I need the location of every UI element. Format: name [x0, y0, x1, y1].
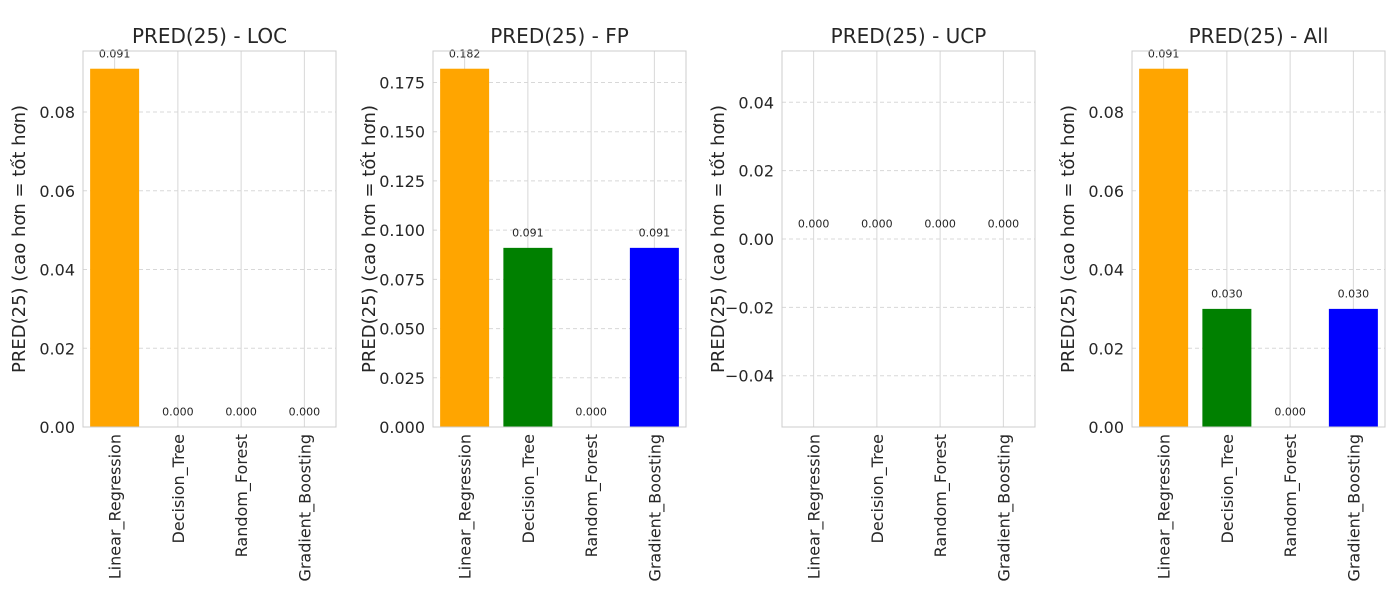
x-tick-label-decision-tree: Decision_Tree: [868, 434, 888, 543]
data-label-decision-tree: 0.000: [861, 218, 893, 231]
y-tick-label: 0.04: [738, 93, 774, 112]
x-tick-label-gradient-boosting: Gradient_Boosting: [994, 434, 1014, 582]
y-tick-label: 0.00: [738, 230, 774, 249]
y-tick-label: 0.02: [1088, 339, 1124, 358]
x-tick-label-gradient-boosting: Gradient_Boosting: [1344, 434, 1364, 582]
bar-linear-regression: [440, 68, 490, 427]
bar-linear-regression: [90, 68, 140, 427]
x-tick-label-linear-regression: Linear_Regression: [805, 434, 825, 579]
y-tick-label: 0.000: [379, 418, 425, 437]
bar-gradient-boosting: [1328, 308, 1378, 427]
y-tick-label: 0.075: [379, 270, 425, 289]
y-tick-label: −0.04: [725, 367, 774, 386]
plot-area: [82, 50, 337, 428]
y-axis-label: PRED(25) (cao hơn = tốt hơn): [1058, 105, 1079, 373]
chart-title: PRED(25) - UCP: [831, 24, 987, 48]
y-tick-label: −0.02: [725, 298, 774, 317]
x-tick-label-linear-regression: Linear_Regression: [456, 434, 476, 579]
y-tick-label: 0.08: [1088, 103, 1124, 122]
x-tick-label-gradient-boosting: Gradient_Boosting: [295, 434, 315, 582]
data-label-linear-regression: 0.182: [449, 47, 481, 60]
data-label-decision-tree: 0.000: [162, 406, 194, 419]
x-tick-label-linear-regression: Linear_Regression: [106, 434, 126, 579]
chart-title: PRED(25) - FP: [490, 24, 629, 48]
y-tick-label: 0.100: [379, 221, 425, 240]
data-label-random-forest: 0.000: [225, 406, 257, 419]
x-tick-label-linear-regression: Linear_Regression: [1155, 434, 1175, 579]
y-tick-label: 0.02: [738, 162, 774, 181]
y-tick-label: 0.050: [379, 320, 425, 339]
data-label-gradient-boosting: 0.091: [639, 227, 671, 240]
bar-gradient-boosting: [629, 247, 679, 427]
subplot-pred-25-fp: 0.182 0.091 0.000 0.091 0.000 0.025 0.050 0.075…: [359, 24, 687, 582]
chart-title: PRED(25) - LOC: [132, 24, 287, 48]
data-label-linear-regression: 0.091: [99, 47, 131, 60]
y-tick-label: 0.125: [379, 172, 425, 191]
y-axis-label: PRED(25) (cao hơn = tốt hơn): [708, 105, 729, 373]
y-tick-label: 0.150: [379, 123, 425, 142]
subplot-pred-25-ucp: 0.000 0.000 0.000 0.000 −0.04 −0.02 0.00 0.02 0.…: [708, 24, 1036, 582]
x-tick-label-decision-tree: Decision_Tree: [1218, 434, 1238, 543]
bar-decision-tree: [503, 247, 553, 427]
data-label-gradient-boosting: 0.030: [1338, 288, 1370, 301]
data-label-random-forest: 0.000: [924, 218, 956, 231]
y-tick-label: 0.06: [39, 182, 75, 201]
y-tick-label: 0.04: [39, 261, 75, 280]
data-label-random-forest: 0.000: [575, 406, 607, 419]
y-tick-label: 0.025: [379, 369, 425, 388]
x-tick-label-random-forest: Random_Forest: [1281, 434, 1301, 557]
bar-linear-regression: [1139, 68, 1189, 427]
data-label-gradient-boosting: 0.000: [988, 218, 1020, 231]
x-tick-label-gradient-boosting: Gradient_Boosting: [645, 434, 665, 582]
data-label-random-forest: 0.000: [1274, 406, 1306, 419]
y-tick-label: 0.175: [379, 73, 425, 92]
plot-area: [432, 50, 687, 428]
data-label-gradient-boosting: 0.000: [289, 406, 321, 419]
data-label-decision-tree: 0.030: [1211, 288, 1243, 301]
x-tick-label-decision-tree: Decision_Tree: [519, 434, 539, 543]
x-tick-label-decision-tree: Decision_Tree: [169, 434, 189, 543]
y-tick-label: 0.00: [39, 418, 75, 437]
subplot-pred-25-loc: 0.091 0.000 0.000 0.000 0.00 0.02 0.04 0.06 0.08…: [9, 24, 337, 582]
y-tick-label: 0.06: [1088, 182, 1124, 201]
subplot-pred-25-all: 0.091 0.030 0.000 0.030 0.00 0.02 0.04 0.06 0.08…: [1058, 24, 1386, 582]
x-tick-label-random-forest: Random_Forest: [582, 434, 602, 557]
data-label-decision-tree: 0.091: [512, 227, 544, 240]
plot-area: [1131, 50, 1386, 428]
x-tick-label-random-forest: Random_Forest: [232, 434, 252, 557]
y-axis-label: PRED(25) (cao hơn = tốt hơn): [359, 105, 380, 373]
data-label-linear-regression: 0.091: [1148, 47, 1180, 60]
plot-area: [781, 50, 1036, 428]
y-axis-label: PRED(25) (cao hơn = tốt hơn): [9, 105, 30, 373]
chart-title: PRED(25) - All: [1189, 24, 1329, 48]
y-tick-label: 0.08: [39, 103, 75, 122]
x-tick-label-random-forest: Random_Forest: [931, 434, 951, 557]
data-label-linear-regression: 0.000: [798, 218, 830, 231]
bar-decision-tree: [1202, 308, 1252, 427]
y-tick-label: 0.00: [1088, 418, 1124, 437]
y-tick-label: 0.04: [1088, 261, 1124, 280]
y-tick-label: 0.02: [39, 339, 75, 358]
